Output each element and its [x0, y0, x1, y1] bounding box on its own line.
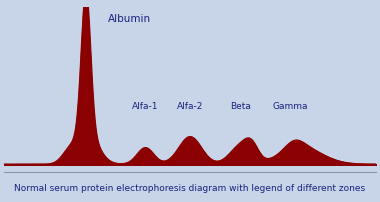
Text: Albumin: Albumin [108, 14, 151, 24]
Text: Alfa-2: Alfa-2 [177, 102, 203, 110]
Text: Beta: Beta [230, 102, 251, 110]
Text: Gamma: Gamma [273, 102, 308, 110]
Text: Alfa-1: Alfa-1 [132, 102, 158, 110]
Text: Normal serum protein electrophoresis diagram with legend of different zones: Normal serum protein electrophoresis dia… [14, 183, 366, 192]
